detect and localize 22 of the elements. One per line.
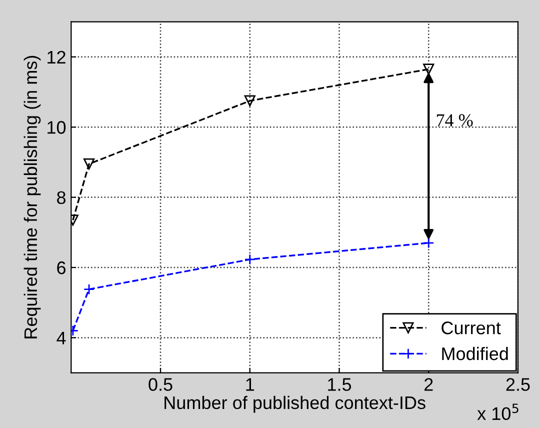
y-tick-label: 4 — [56, 332, 66, 344]
point — [83, 158, 95, 170]
y-tick-label: 12 — [48, 50, 66, 64]
point — [244, 254, 256, 265]
x-tick-label: 1.5 — [328, 378, 352, 391]
x-tick-label: 0.5 — [148, 378, 172, 391]
point — [423, 237, 434, 248]
x-tick-label: 1 — [246, 378, 254, 391]
text: x 10$^{5}$ — [477, 404, 518, 420]
x-axis-title: Number of published context-IDs — [164, 396, 426, 413]
x-tick-label: 2.5 — [506, 378, 530, 391]
y-tick-label: 10 — [48, 121, 66, 134]
point — [83, 284, 95, 295]
y-tick-label: 8 — [57, 191, 66, 204]
x-tick-label: 2 — [424, 378, 433, 391]
legend-label: Current — [442, 322, 501, 334]
point — [244, 95, 256, 106]
y-tick-label: 6 — [57, 261, 66, 274]
legend-label: Modified — [442, 346, 508, 360]
y-axis-title: Required time for publishing (in ms) — [24, 56, 41, 338]
annotation: 74 % — [436, 114, 473, 126]
point — [423, 64, 434, 75]
